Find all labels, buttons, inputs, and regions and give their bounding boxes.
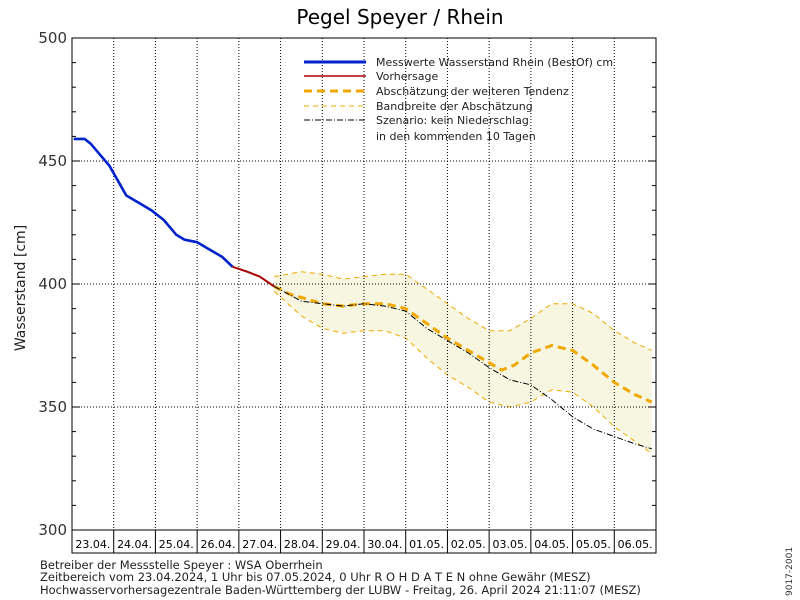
y-tick-label: 300 xyxy=(38,521,67,539)
y-tick-label: 400 xyxy=(38,275,67,293)
x-tick-label: 25.04. xyxy=(159,538,194,551)
x-tick-label: 30.04. xyxy=(367,538,402,551)
x-tick-label: 28.04. xyxy=(284,538,319,551)
band-area xyxy=(274,271,652,454)
chart-title: Pegel Speyer / Rhein xyxy=(296,5,503,29)
series-line xyxy=(274,286,652,450)
footer-source: Hochwasservorhersagezentrale Baden-Württ… xyxy=(40,583,641,597)
plot-frame xyxy=(71,37,657,554)
estimate-band xyxy=(273,271,653,455)
legend-label: Abschätzung der weiteren Tendenz xyxy=(376,85,569,98)
series-line xyxy=(73,137,234,268)
legend: Messwerte Wasserstand Rhein (BestOf) cmV… xyxy=(304,56,613,143)
legend-label: Vorhersage xyxy=(376,70,438,83)
legend-label: Messwerte Wasserstand Rhein (BestOf) cm xyxy=(376,56,613,69)
series-line xyxy=(232,265,275,288)
footer-operator: Betreiber der Messstelle Speyer : WSA Ob… xyxy=(40,558,323,572)
y-tick-label: 500 xyxy=(38,29,67,47)
series-line xyxy=(273,285,653,404)
side-label: 9017-2001 xyxy=(785,547,795,596)
series-lines xyxy=(73,137,653,450)
grid-lines xyxy=(72,38,656,530)
x-tick-label: 02.05. xyxy=(451,538,486,551)
x-tick-label: 05.05. xyxy=(576,538,611,551)
x-tick-label: 27.04. xyxy=(242,538,277,551)
x-tick-labels: 23.04. 24.04. 25.04. 26.04. 27.04. 28.04. 29.0… xyxy=(75,538,652,551)
x-tick-label: 26.04. xyxy=(201,538,236,551)
band-upper-line xyxy=(274,271,653,351)
x-tick-label: 24.04. xyxy=(117,538,152,551)
x-tick-label: 29.04. xyxy=(326,538,361,551)
band-lower-line xyxy=(273,291,653,455)
x-tick-label: 01.05. xyxy=(409,538,444,551)
x-tick-label: 23.04. xyxy=(75,538,110,551)
legend-label: Szenario: kein Niederschlag xyxy=(376,114,529,127)
footer-timerange: Zeitbereich vom 23.04.2024, 1 Uhr bis 07… xyxy=(40,570,591,584)
legend-label: in den kommenden 10 Tagen xyxy=(376,130,536,143)
y-axis-label: Wasserstand [cm] xyxy=(13,225,29,351)
legend-label: Bandbreite der Abschätzung xyxy=(376,100,533,113)
y-tick-label: 350 xyxy=(38,398,67,416)
y-tick-labels: 300 350 400 450 500 xyxy=(38,29,67,539)
x-tick-label: 03.05. xyxy=(493,538,528,551)
y-tick-label: 450 xyxy=(38,152,67,170)
x-tick-label: 06.05. xyxy=(618,538,653,551)
x-tick-label: 04.05. xyxy=(534,538,569,551)
